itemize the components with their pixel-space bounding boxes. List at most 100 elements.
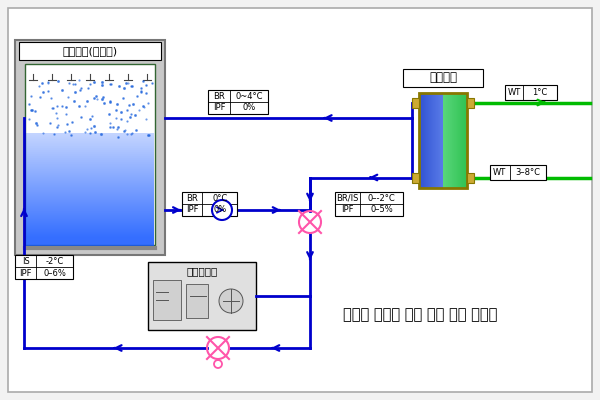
Bar (335, 192, 403, 216)
Text: 제빙유니트: 제빙유니트 (187, 266, 218, 276)
Text: 1°C: 1°C (532, 88, 548, 97)
Text: 빙축열조(슬러리): 빙축열조(슬러리) (62, 46, 118, 56)
Bar (436, 92, 437, 188)
Bar (26, 239, 154, 240)
Bar (439, 92, 440, 188)
Bar (26, 157, 154, 158)
Bar (26, 214, 154, 215)
Bar (452, 92, 453, 188)
Bar (26, 182, 154, 183)
Bar (26, 165, 154, 166)
Bar (26, 164, 154, 165)
Bar (26, 136, 154, 137)
Bar (26, 181, 154, 182)
Bar (148, 262, 256, 330)
Bar (26, 231, 154, 232)
Bar (26, 134, 154, 135)
Bar (26, 139, 154, 140)
Bar (26, 142, 154, 143)
Bar (26, 215, 154, 216)
Text: 0–6%: 0–6% (43, 268, 66, 278)
Bar (26, 169, 154, 170)
Bar (15, 40, 165, 255)
Bar (26, 240, 154, 241)
Bar (26, 233, 154, 234)
Bar (26, 147, 154, 148)
Bar (427, 92, 428, 188)
Bar (26, 144, 154, 145)
Bar (26, 232, 154, 233)
Bar (412, 172, 419, 182)
Bar (26, 183, 154, 184)
Bar (26, 234, 154, 235)
Bar (26, 206, 154, 207)
Bar (457, 92, 458, 188)
Bar (26, 192, 154, 193)
Bar (26, 243, 154, 244)
Bar (26, 162, 154, 163)
Bar (26, 245, 154, 246)
Bar (412, 98, 419, 108)
Text: BR/IS: BR/IS (337, 194, 359, 203)
Bar (434, 92, 435, 188)
Text: 0%: 0% (213, 206, 226, 214)
Bar (26, 218, 154, 219)
Bar (26, 229, 154, 230)
Bar (443, 92, 444, 188)
Bar (26, 195, 154, 196)
Bar (419, 92, 420, 188)
Bar (208, 90, 268, 114)
Bar (437, 92, 438, 188)
Bar (26, 237, 154, 238)
Bar (26, 143, 154, 144)
Bar (26, 209, 154, 210)
Bar (26, 219, 154, 220)
Bar (186, 284, 208, 318)
Text: IS: IS (22, 257, 29, 266)
Bar (26, 220, 154, 221)
Bar (26, 194, 154, 195)
Bar (26, 200, 154, 201)
Bar (26, 155, 154, 156)
Bar (26, 217, 154, 218)
Bar (26, 184, 154, 185)
Text: IPF: IPF (186, 206, 199, 214)
Bar (26, 178, 154, 179)
Bar (26, 160, 154, 161)
Bar (463, 92, 464, 188)
Bar (26, 235, 154, 236)
Bar (153, 280, 181, 320)
Bar (444, 92, 445, 188)
Bar (26, 193, 154, 194)
Text: 0°C: 0°C (212, 194, 227, 203)
Bar (26, 149, 154, 150)
Text: 0%: 0% (242, 104, 256, 112)
Bar (26, 222, 154, 223)
Bar (26, 177, 154, 178)
Bar (432, 92, 433, 188)
Bar (26, 203, 154, 204)
Bar (26, 223, 154, 224)
Bar (26, 146, 154, 147)
Bar (449, 92, 450, 188)
Bar (26, 202, 154, 203)
Bar (441, 92, 442, 188)
Bar (26, 163, 154, 164)
Circle shape (219, 289, 243, 313)
Bar (26, 204, 154, 205)
Bar (26, 212, 154, 213)
Bar (26, 197, 154, 198)
Text: 열교환기: 열교환기 (429, 71, 457, 84)
Bar (419, 92, 443, 188)
Bar (26, 186, 154, 187)
Text: BR: BR (187, 194, 198, 203)
Bar (26, 133, 154, 134)
Bar (26, 225, 154, 226)
Bar (26, 188, 154, 189)
Bar (26, 171, 154, 172)
Bar (26, 166, 154, 167)
Bar (26, 154, 154, 155)
Bar (426, 92, 427, 188)
Bar (15, 255, 73, 279)
Bar (26, 158, 154, 159)
